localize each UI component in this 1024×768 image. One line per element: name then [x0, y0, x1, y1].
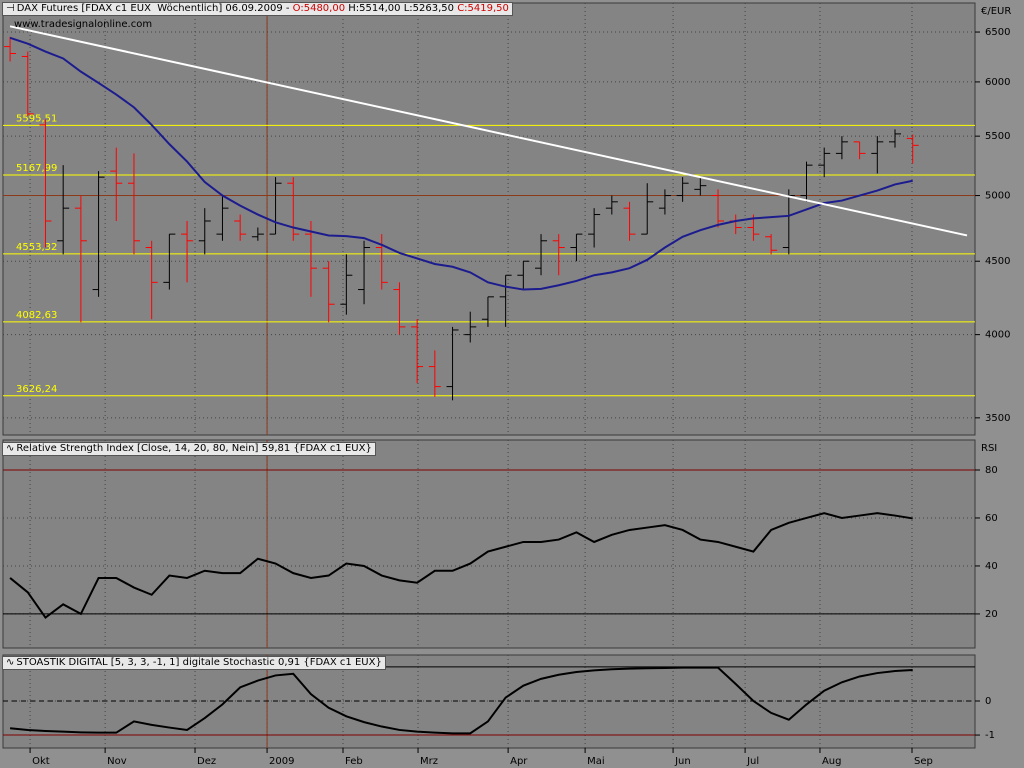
level-label: 5595,51 — [16, 113, 57, 124]
y-tick-label: 60 — [985, 513, 998, 524]
indicator-line — [9, 666, 913, 735]
main-legend: ⊣ DAX Futures [FDAX c1 EUX Wöchentlich] 0… — [2, 2, 513, 16]
close-label: C:5419,50 — [457, 3, 509, 14]
high-label: H:5514,00 — [348, 3, 401, 14]
legend-icon: ∿ — [6, 443, 15, 454]
x-tick-label: Nov — [107, 756, 127, 767]
panel — [2, 654, 976, 749]
y-tick-label: -1 — [985, 730, 995, 741]
y-tick-label: 20 — [985, 609, 998, 620]
legend-icon: ⊣ — [6, 3, 15, 14]
legend-title: DAX Futures [FDAX c1 EUX Wöchentlich] 06… — [16, 3, 290, 14]
level-label: 3626,24 — [16, 384, 57, 395]
y-tick-label: 80 — [985, 465, 998, 476]
x-tick-label: Apr — [510, 756, 528, 767]
low-label: L:5263,50 — [403, 3, 454, 14]
x-tick-label: Jun — [674, 756, 691, 767]
y-tick-label: 4500 — [985, 256, 1010, 267]
x-tick-label: Mai — [587, 756, 605, 767]
y-tick-label: 4000 — [985, 330, 1010, 341]
x-tick-label: Aug — [822, 756, 842, 767]
y-tick-label: 6000 — [985, 77, 1010, 88]
watermark: www.tradesignalonline.com — [14, 19, 153, 30]
y-tick-label: 40 — [985, 561, 998, 572]
x-tick-label: Okt — [32, 756, 50, 767]
y-tick-label: 6500 — [985, 27, 1010, 38]
x-tick-label: 2009 — [269, 756, 294, 767]
level-label: 5167,99 — [16, 163, 57, 174]
y-tick-label: 3500 — [985, 413, 1010, 424]
x-tick-label: Sep — [914, 756, 933, 767]
axis-unit: RSI — [981, 443, 997, 454]
y-tick-label: 0 — [985, 696, 991, 707]
x-tick-label: Mrz — [420, 756, 438, 767]
legend-title: STOASTIK DIGITAL [5, 3, 3, -1, 1] digita… — [16, 657, 382, 668]
indicator-line — [9, 512, 913, 619]
level-label: 4553,32 — [16, 242, 57, 253]
y-tick-label: 5000 — [985, 191, 1010, 202]
panel — [2, 439, 976, 649]
y-tick-label: 5500 — [985, 131, 1010, 142]
open-label: O:5480,00 — [292, 3, 346, 14]
stoch-legend: ∿ STOASTIK DIGITAL [5, 3, 3, -1, 1] digit… — [2, 656, 386, 670]
level-label: 4082,63 — [16, 310, 57, 321]
axis-unit: €/EUR — [981, 6, 1011, 17]
trendline — [9, 25, 968, 237]
panel — [2, 2, 976, 436]
rsi-legend: ∿ Relative Strength Index [Close, 14, 20,… — [2, 442, 376, 456]
x-tick-label: Jul — [746, 756, 759, 767]
legend-icon: ∿ — [6, 657, 15, 668]
legend-title: Relative Strength Index [Close, 14, 20, … — [16, 443, 372, 454]
x-tick-label: Feb — [345, 756, 363, 767]
moving-average — [9, 36, 913, 291]
x-tick-label: Dez — [197, 756, 216, 767]
